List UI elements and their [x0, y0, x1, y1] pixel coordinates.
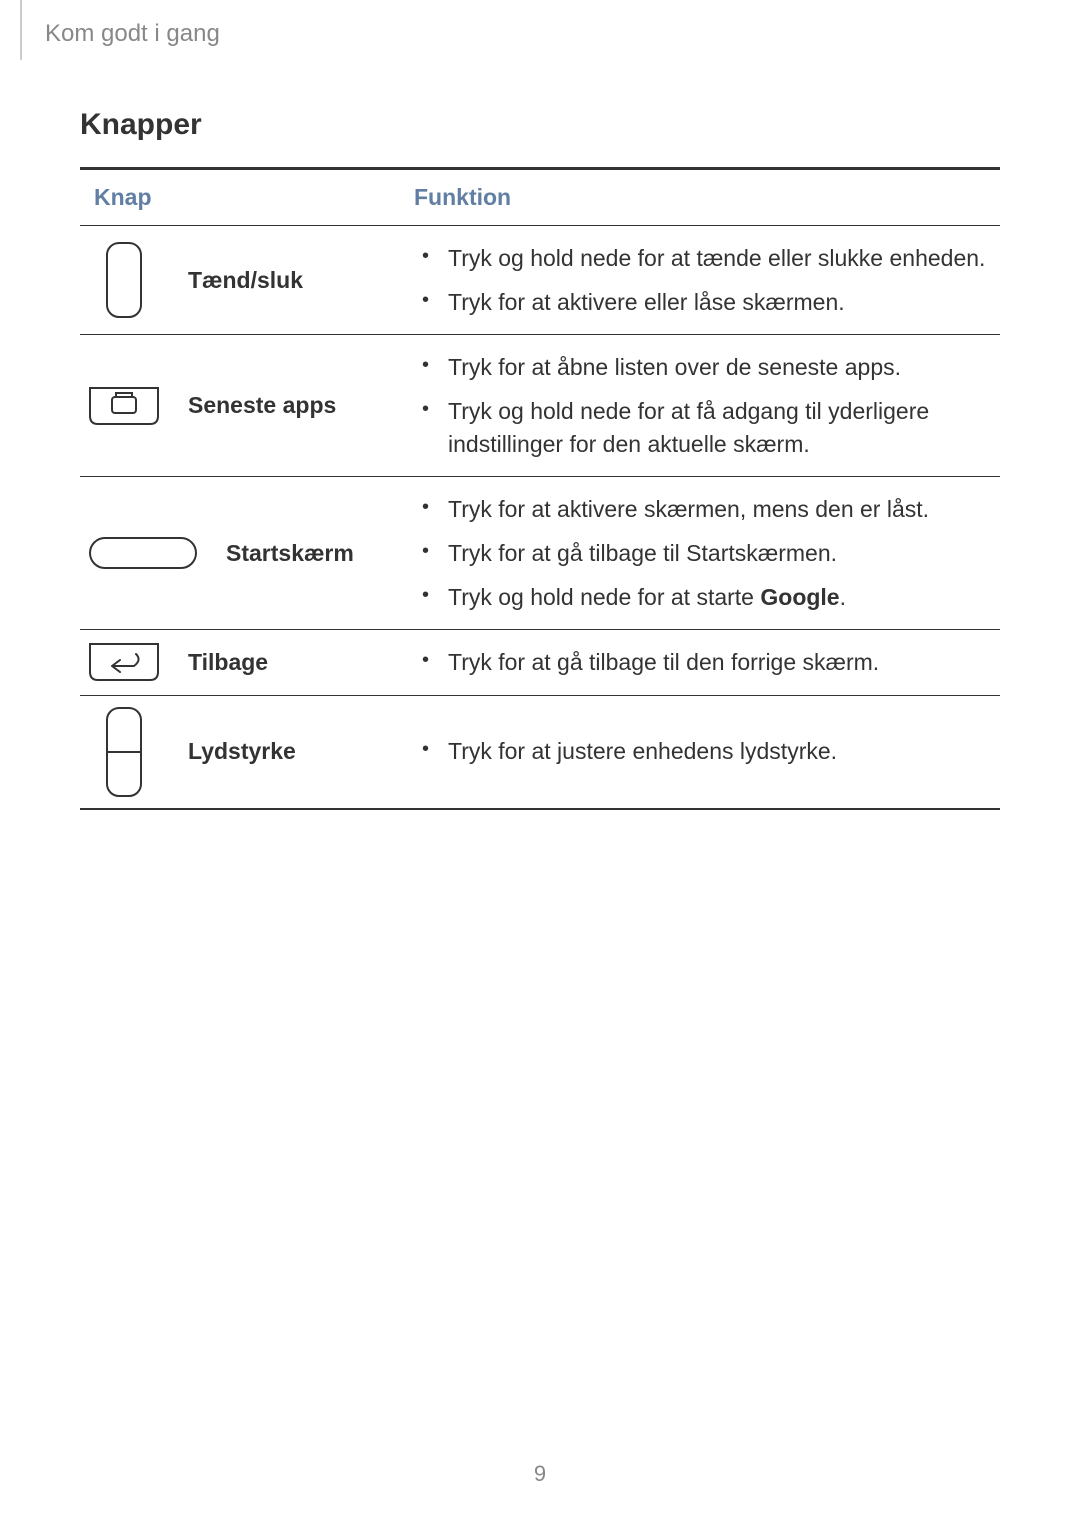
page-number: 9: [0, 1461, 1080, 1487]
function-item-text: Tryk og hold nede for at starte: [448, 584, 760, 610]
breadcrumb: Kom godt i gang: [45, 20, 220, 48]
function-list: Tryk for at aktivere skærmen, mens den e…: [408, 487, 992, 620]
function-item: Tryk og hold nede for at starte Google.: [438, 575, 992, 619]
recent-icon: [88, 386, 160, 426]
table-header-funktion: Funktion: [400, 168, 1000, 225]
table-row: Tænd/sluk Tryk og hold nede for at tænde …: [80, 225, 1000, 334]
function-list: Tryk for at åbne listen over de seneste …: [408, 345, 992, 466]
header-accent-line: [20, 0, 22, 60]
function-item: Tryk for at aktivere skærmen, mens den e…: [438, 487, 992, 531]
funktion-cell: Tryk for at aktivere skærmen, mens den e…: [400, 476, 1000, 630]
page: Kom godt i gang Knapper Knap Funktion Tæ…: [0, 0, 1080, 1527]
knap-cell: Lydstyrke: [80, 695, 400, 809]
funktion-cell: Tryk for at justere enhedens lydstyrke.: [400, 695, 1000, 809]
function-item: Tryk og hold nede for at få adgang til y…: [438, 389, 992, 465]
function-item: Tryk og hold nede for at tænde eller slu…: [438, 236, 992, 280]
knap-cell: Seneste apps: [80, 335, 400, 477]
function-item: Tryk for at justere enhedens lydstyrke.: [438, 729, 992, 773]
knap-label: Startskærm: [226, 540, 354, 567]
funktion-cell: Tryk for at åbne listen over de seneste …: [400, 335, 1000, 477]
section-title: Knapper: [80, 108, 1000, 142]
funktion-cell: Tryk for at gå tilbage til den forrige s…: [400, 630, 1000, 695]
knap-label: Lydstyrke: [188, 738, 296, 765]
knap-cell: Tænd/sluk: [80, 225, 400, 334]
knap-label: Tilbage: [188, 649, 268, 676]
function-item: Tryk for at gå tilbage til Startskærmen.: [438, 531, 992, 575]
funktion-cell: Tryk og hold nede for at tænde eller slu…: [400, 225, 1000, 334]
table-row: Seneste apps Tryk for at åbne listen over…: [80, 335, 1000, 477]
function-list: Tryk og hold nede for at tænde eller slu…: [408, 236, 992, 324]
function-list: Tryk for at gå tilbage til den forrige s…: [408, 640, 992, 684]
function-list: Tryk for at justere enhedens lydstyrke.: [408, 729, 992, 773]
knap-cell: Startskærm: [80, 476, 400, 630]
volume-icon: [88, 706, 160, 798]
table-header-knap: Knap: [80, 168, 400, 225]
function-item: Tryk for at aktivere eller låse skærmen.: [438, 280, 992, 324]
table-row: Tilbage Tryk for at gå tilbage til den fo…: [80, 630, 1000, 695]
function-item-text: .: [840, 584, 846, 610]
knap-cell: Tilbage: [80, 630, 400, 695]
function-item: Tryk for at åbne listen over de seneste …: [438, 345, 992, 389]
power-icon: [88, 241, 160, 319]
buttons-table: Knap Funktion Tænd/sluk Tryk og hold nede…: [80, 167, 1000, 810]
back-icon: [88, 642, 160, 682]
knap-label: Tænd/sluk: [188, 267, 303, 294]
function-item-bold: Google: [760, 584, 839, 610]
table-row: Startskærm Tryk for at aktivere skærmen, …: [80, 476, 1000, 630]
home-icon: [88, 536, 198, 570]
table-row: Lydstyrke Tryk for at justere enhedens ly…: [80, 695, 1000, 809]
knap-label: Seneste apps: [188, 392, 336, 419]
function-item: Tryk for at gå tilbage til den forrige s…: [438, 640, 992, 684]
